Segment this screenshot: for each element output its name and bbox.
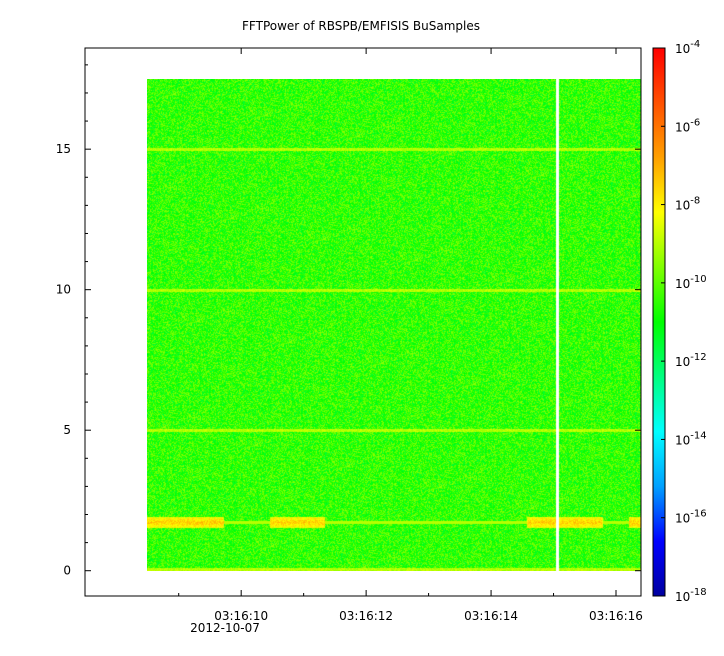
y-axis: 0 5 10 15 — [56, 64, 641, 578]
y-tick-label: 15 — [56, 142, 71, 156]
y-tick-label: 0 — [63, 564, 71, 578]
y-tick-label: 5 — [63, 423, 71, 437]
y-tick-label: 10 — [56, 283, 71, 297]
x-tick-label: 03:16:16 — [589, 609, 643, 623]
spectrogram-raster — [147, 79, 641, 571]
colorbar-tick-label: 10-10 — [675, 274, 707, 291]
spectrogram-image — [147, 79, 641, 571]
colorbar-tick-label: 10-8 — [675, 196, 700, 213]
colorbar-tick-label: 10-6 — [675, 117, 700, 134]
colorbar-tick-label: 10-12 — [675, 352, 707, 369]
colorbar-tick-label: 10-16 — [675, 509, 707, 526]
x-tick-label: 03:16:12 — [339, 609, 393, 623]
x-tick-label: 03:16:14 — [464, 609, 518, 623]
plot-border — [84, 47, 642, 597]
colorbar-tick-label: 10-18 — [675, 587, 707, 604]
x-date-label: 2012-10-07 — [190, 621, 260, 635]
chart-title: FFTPower of RBSPB/EMFISIS BuSamples — [242, 19, 480, 33]
x-tick-label: 03:16:10 — [214, 609, 268, 623]
colorbar-gradient — [652, 47, 666, 597]
colorbar-tick-label: 10-4 — [675, 39, 700, 56]
colorbar: 10-4 10-6 10-8 10-10 10-12 10-14 10-16 10-18 — [652, 39, 707, 604]
colorbar-tick-label: 10-14 — [675, 430, 707, 447]
x-axis: 03:16:10 03:16:12 03:16:14 03:16:16 — [178, 48, 643, 623]
